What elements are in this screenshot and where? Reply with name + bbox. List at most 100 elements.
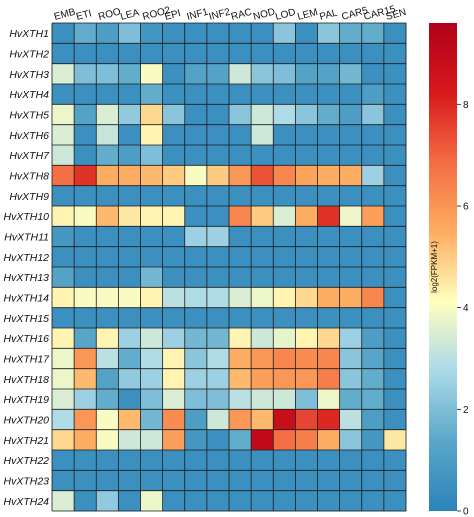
- heatmap-cell: [96, 185, 119, 207]
- heatmap-cell: [295, 104, 318, 126]
- heatmap-cell: [96, 246, 119, 268]
- colorbar-label: log2(FPKM+1): [430, 241, 439, 293]
- row-label: HvXTH13: [3, 272, 49, 284]
- heatmap-cell: [229, 165, 252, 187]
- heatmap-cell: [140, 368, 164, 390]
- heatmap-cell: [162, 23, 186, 44]
- row-label: HvXTH9: [9, 191, 49, 203]
- heatmap-cell: [184, 185, 208, 207]
- heatmap-cell: [74, 470, 97, 492]
- heatmap-cell: [383, 450, 407, 471]
- row-label: HvXTH4: [9, 89, 49, 101]
- row-label: HvXTH19: [3, 394, 49, 406]
- heatmap-cell: [361, 368, 385, 390]
- heatmap-cell: [273, 328, 296, 349]
- heatmap-cell: [118, 348, 141, 370]
- heatmap-cell: [140, 267, 164, 288]
- heatmap-cell: [140, 409, 164, 431]
- heatmap-cell: [273, 104, 296, 126]
- heatmap-cell: [295, 246, 318, 268]
- heatmap-cell: [339, 328, 363, 349]
- heatmap-cell: [251, 206, 274, 227]
- colorbar-tick-label: 4: [463, 303, 469, 314]
- heatmap-cell: [317, 165, 341, 187]
- heatmap-cell: [162, 267, 186, 288]
- heatmap-cell: [118, 409, 141, 431]
- heatmap-cell: [96, 104, 119, 126]
- heatmap-cell: [361, 429, 385, 451]
- heatmap-cell: [118, 206, 141, 227]
- heatmap-cell: [229, 328, 252, 349]
- heatmap-cell: [118, 145, 141, 166]
- column-label: LEM: [296, 7, 319, 23]
- heatmap-cell: [162, 206, 186, 227]
- row-label: HvXTH22: [3, 455, 49, 467]
- heatmap-cell: [52, 267, 75, 288]
- heatmap-cell: [273, 206, 296, 227]
- heatmap-cell: [52, 63, 75, 85]
- heatmap-cell: [295, 429, 318, 451]
- heatmap-cell: [184, 429, 208, 451]
- heatmap-cell: [184, 104, 208, 126]
- heatmap-cell: [52, 429, 75, 451]
- heatmap-cell: [96, 368, 119, 390]
- heatmap-cell: [96, 145, 119, 166]
- heatmap-cell: [295, 389, 318, 410]
- heatmap-cell: [74, 104, 97, 126]
- row-label: HvXTH15: [3, 313, 49, 325]
- heatmap-cell: [229, 429, 252, 451]
- heatmap-cell: [140, 104, 164, 126]
- heatmap-cell: [317, 368, 341, 390]
- heatmap-cell: [206, 206, 230, 227]
- heatmap-cell: [140, 470, 164, 492]
- heatmap-cell: [162, 63, 186, 85]
- heatmap-cell: [118, 246, 141, 268]
- column-label: PAL: [318, 7, 339, 22]
- heatmap-cell: [52, 450, 75, 471]
- heatmap-cell: [229, 490, 252, 512]
- heatmap-cell: [251, 185, 274, 207]
- heatmap-cell: [206, 43, 230, 65]
- heatmap-cell: [162, 287, 186, 309]
- heatmap-cell: [118, 267, 141, 288]
- heatmap-cell: [52, 124, 75, 146]
- heatmap-cell: [74, 145, 97, 166]
- heatmap-cell: [184, 145, 208, 166]
- heatmap-cell: [118, 104, 141, 126]
- heatmap-cell: [295, 470, 318, 492]
- heatmap-cell: [317, 185, 341, 207]
- heatmap-cell: [96, 84, 119, 105]
- heatmap-cell: [383, 267, 407, 288]
- heatmap-cell: [383, 206, 407, 227]
- heatmap-cell: [118, 185, 141, 207]
- heatmap-cell: [229, 84, 252, 105]
- heatmap-cell: [118, 84, 141, 105]
- heatmap-cell: [295, 84, 318, 105]
- heatmap-cell: [162, 429, 186, 451]
- heatmap-cell: [162, 165, 186, 187]
- heatmap-cell: [383, 226, 407, 248]
- heatmap-cell: [184, 450, 208, 471]
- heatmap-cell: [52, 307, 75, 329]
- heatmap-cell: [273, 185, 296, 207]
- heatmap-cell: [184, 43, 208, 65]
- heatmap-cell: [229, 43, 252, 65]
- row-label: HvXTH18: [3, 374, 49, 386]
- heatmap-cell: [295, 368, 318, 390]
- heatmap-cell: [273, 409, 296, 431]
- row-label: HvXTH11: [4, 232, 49, 244]
- heatmap-cell: [339, 226, 363, 248]
- heatmap-cell: [383, 429, 407, 451]
- heatmap-cell: [52, 104, 75, 126]
- heatmap-cell: [140, 450, 164, 471]
- heatmap-cell: [361, 409, 385, 431]
- colorbar-ticks: 0 2 4 6 8: [457, 100, 469, 517]
- heatmap-cell: [140, 287, 164, 309]
- heatmap-cell: [52, 490, 75, 512]
- heatmap-cell: [184, 287, 208, 309]
- heatmap-cell: [339, 267, 363, 288]
- heatmap-cell: [383, 368, 407, 390]
- heatmap-cell: [74, 287, 97, 309]
- heatmap-cell: [206, 470, 230, 492]
- heatmap-cell: [229, 23, 252, 44]
